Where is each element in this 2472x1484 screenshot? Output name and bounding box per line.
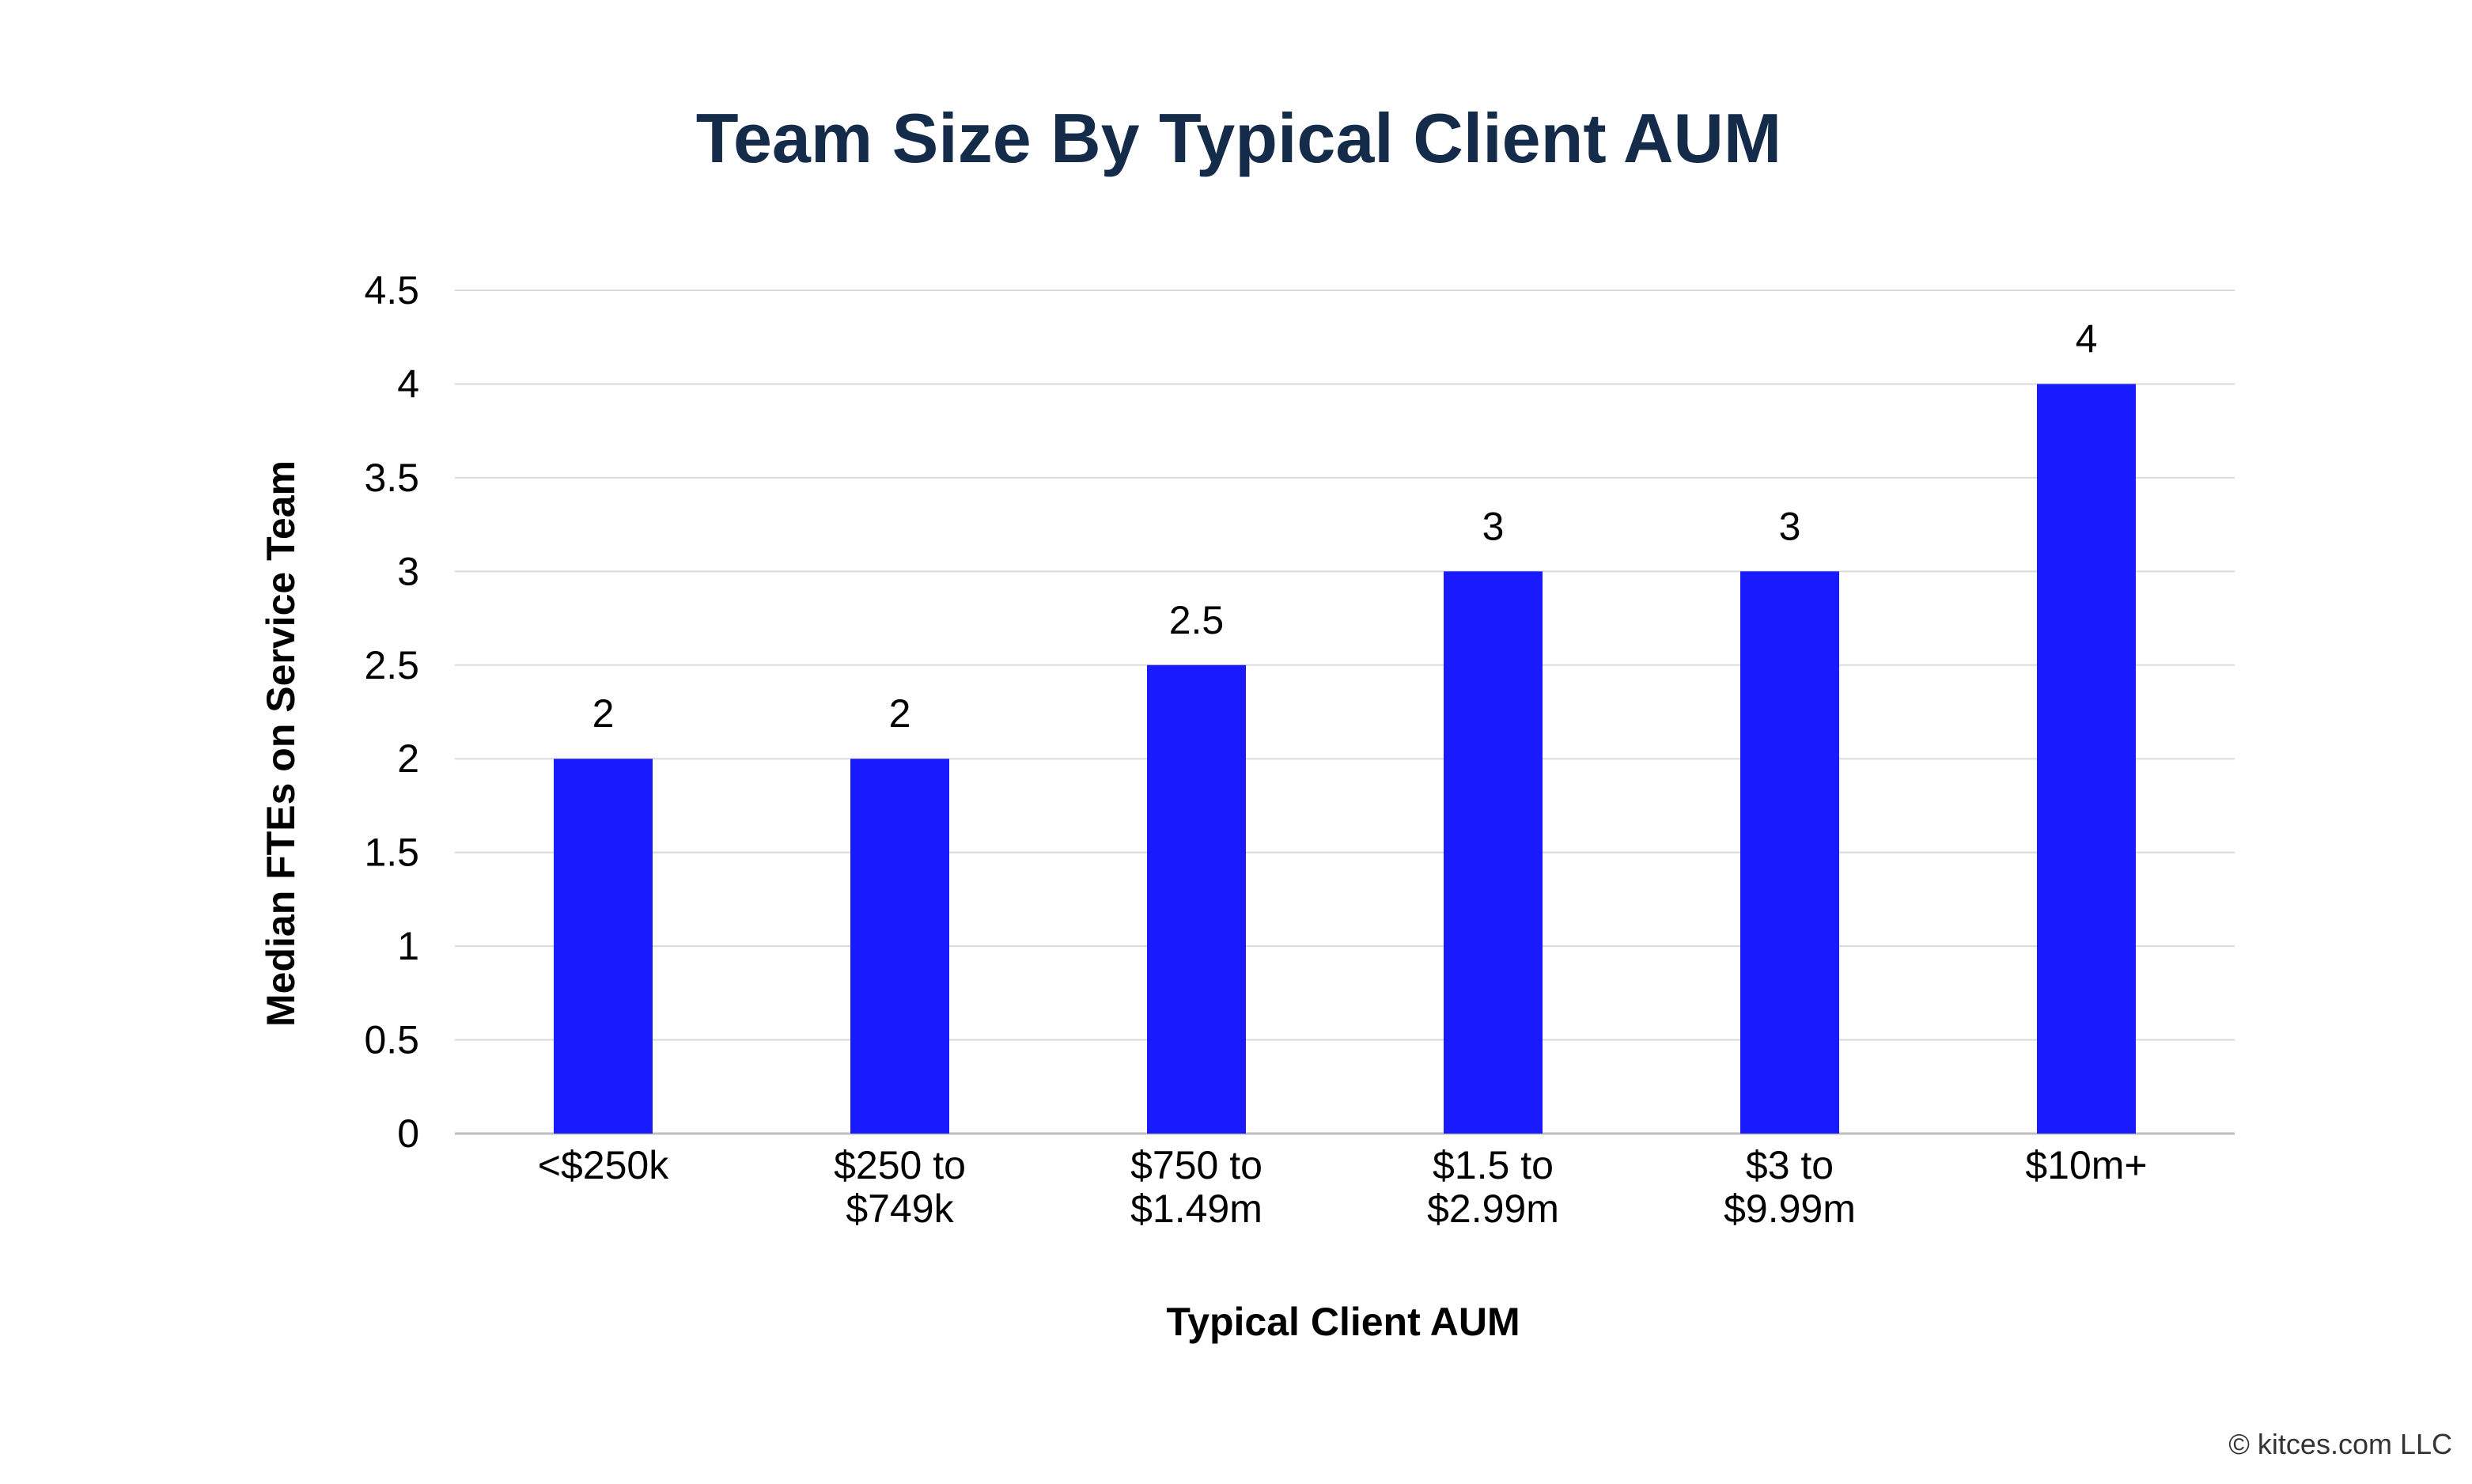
y-axis-ticks: 0 0.5 1 1.5 2 2.5 3 3.5 4 4.5 [364,268,419,1156]
y-tick-label: 2 [397,736,419,781]
bars [554,384,2136,1134]
bar [850,759,949,1134]
data-label: 4 [2076,316,2098,361]
copyright-notice: © kitces.com LLC [2228,1428,2452,1460]
bar [1147,664,1246,1134]
bar [1444,571,1543,1134]
y-tick-label: 3.5 [364,456,419,500]
category-label-line: $750 to [1130,1143,1262,1187]
data-label: 2.5 [1169,598,1225,642]
category-label: <$250k [538,1143,669,1187]
category-label-line: $10m+ [2025,1143,2147,1187]
y-tick-label: 1.5 [364,831,419,875]
y-tick-label: 4.5 [364,268,419,312]
category-label-line: $3 to [1746,1143,1834,1187]
chart-title: Team Size By Typical Client AUM [696,99,1781,177]
y-tick-label: 0 [397,1111,419,1156]
category-label-line: <$250k [538,1143,669,1187]
data-label: 2 [592,691,615,736]
category-label: $250 to $749k [834,1143,966,1231]
category-label: $10m+ [2025,1143,2147,1187]
y-tick-label: 4 [397,362,419,406]
data-label: 3 [1779,504,1801,548]
y-tick-label: 1 [397,924,419,968]
bar [554,759,653,1134]
category-label: $3 to $9.99m [1724,1143,1856,1231]
bar [1740,571,1839,1134]
category-label-line: $9.99m [1724,1187,1856,1231]
y-tick-label: 2.5 [364,643,419,687]
category-label-line: $1.5 to [1433,1143,1554,1187]
data-labels: 2 2 2.5 3 3 4 [592,316,2098,736]
x-axis-categories: <$250k $250 to $749k$750 to $1.49m$1.5 to $2… [538,1143,2148,1231]
data-label: 3 [1482,504,1505,548]
category-label-line: $749k [846,1187,954,1231]
category-label-line: $250 to [834,1143,966,1187]
y-axis-title: Median FTEs on Service Team [259,460,303,1027]
category-label: $1.5 to $2.99m [1427,1143,1559,1231]
category-label-line: $1.49m [1130,1187,1262,1231]
data-label: 2 [889,691,911,736]
y-tick-label: 0.5 [364,1018,419,1062]
category-label-line: $2.99m [1427,1187,1559,1231]
bar [2037,384,2136,1134]
x-axis-title: Typical Client AUM [1166,1300,1520,1344]
y-tick-label: 3 [397,549,419,593]
category-label: $750 to $1.49m [1130,1143,1262,1231]
gridlines [455,290,2235,1135]
